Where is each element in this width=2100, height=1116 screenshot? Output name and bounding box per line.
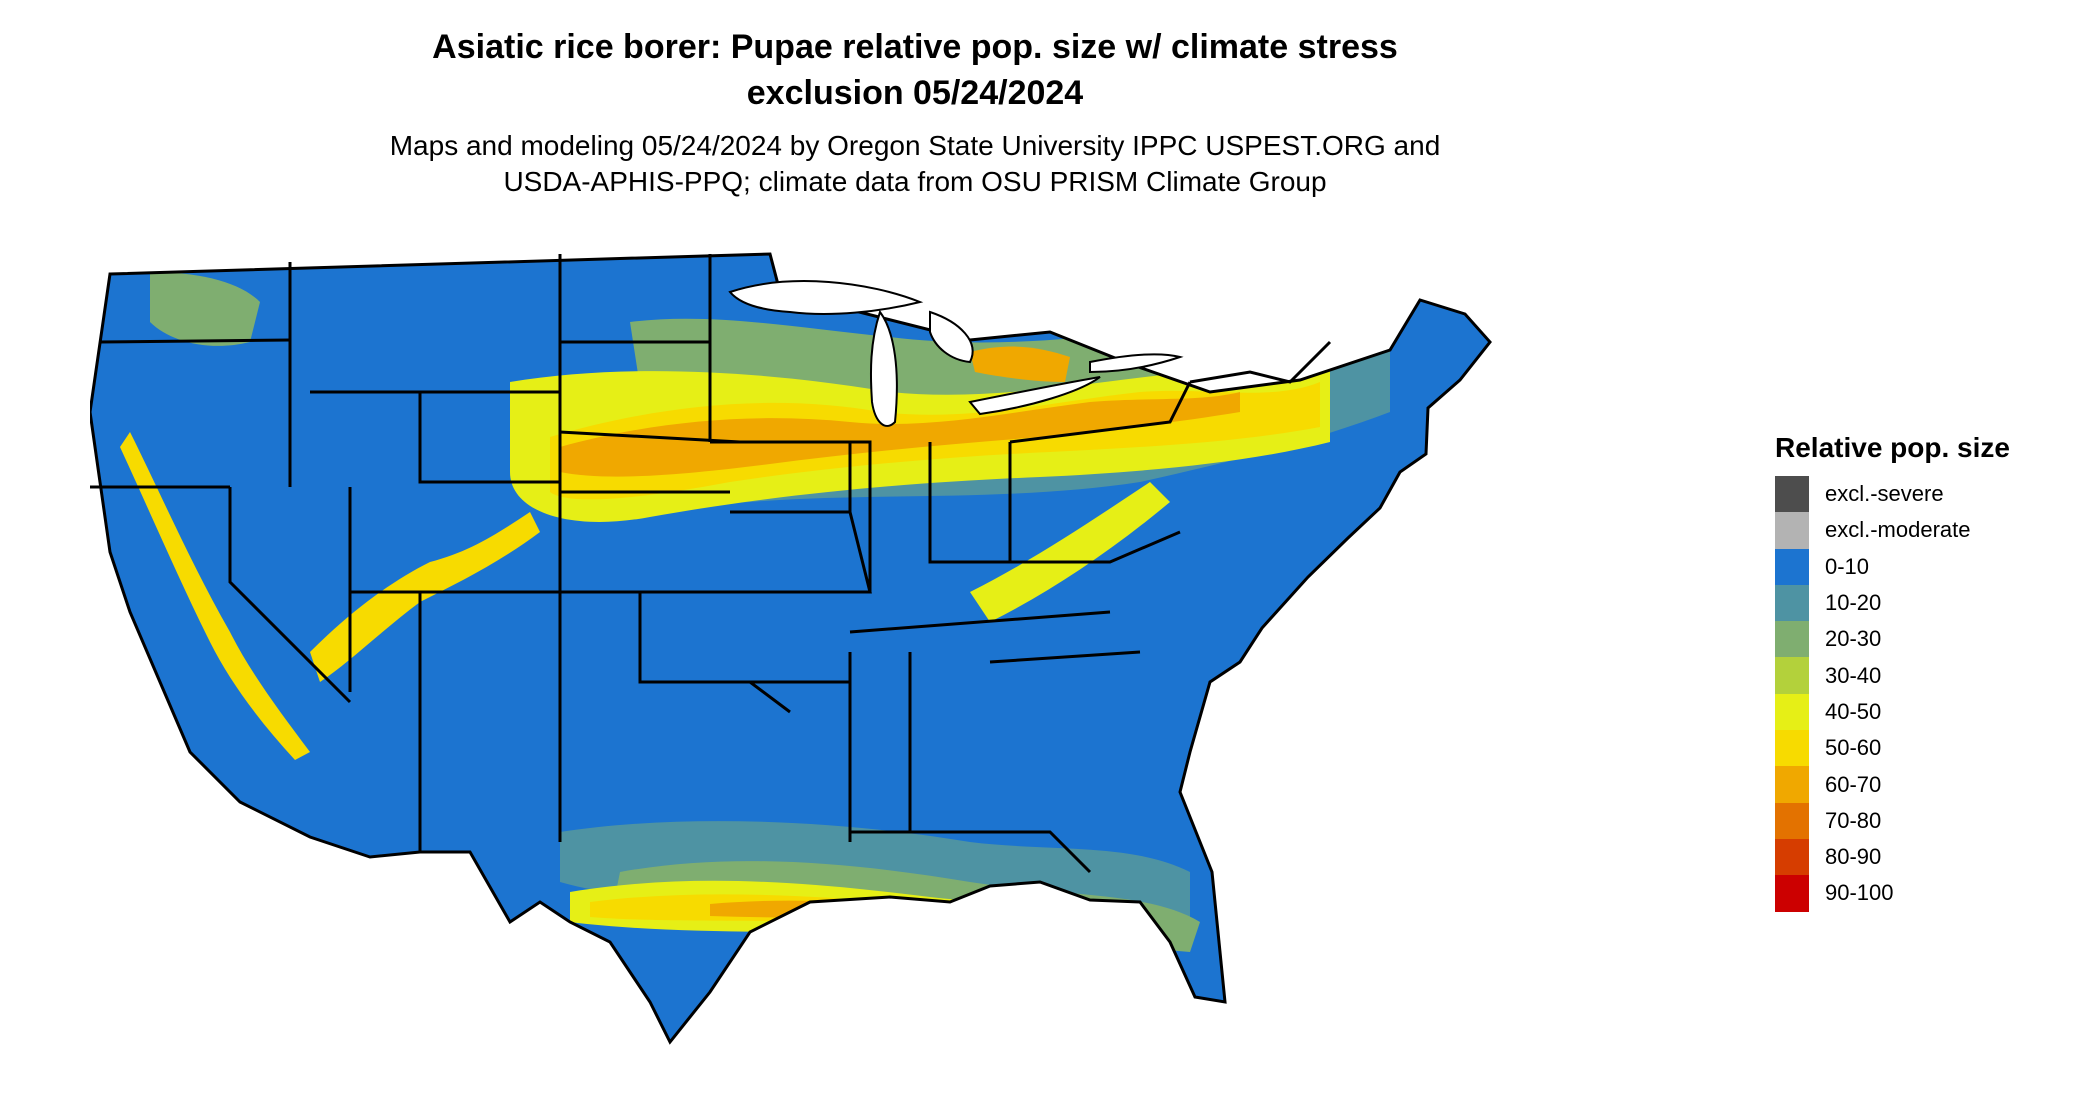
legend-item-60-70: 60-70 <box>1775 766 2095 803</box>
legend-item-40-50: 40-50 <box>1775 693 2095 731</box>
legend-item-50-60: 50-60 <box>1775 730 2095 767</box>
legend-item-10-20: 10-20 <box>1775 584 2095 622</box>
legend-swatch <box>1775 657 1809 694</box>
title-line-1: Asiatic rice borer: Pupae relative pop. … <box>432 28 1398 66</box>
us-outline <box>90 252 1492 1045</box>
map-subtitle: Maps and modeling 05/24/2024 by Oregon S… <box>0 128 1830 200</box>
state-line-nc-sc <box>989 650 1141 664</box>
state-line-in-oh <box>928 442 1012 564</box>
legend-item-0-10: 0-10 <box>1775 548 2095 585</box>
legend-swatch <box>1775 730 1809 767</box>
legend-label: 90-100 <box>1825 880 1894 906</box>
state-boundaries <box>90 252 1492 1045</box>
legend-swatch <box>1775 693 1809 731</box>
state-line-ms-al <box>848 652 912 834</box>
us-population-map <box>90 252 1492 1045</box>
legend-swatch <box>1775 512 1809 549</box>
zone-60-70-michigan <box>970 346 1070 382</box>
zone-60-70-kansas-ohio <box>560 392 1240 477</box>
state-line-wa-or <box>99 338 291 344</box>
legend-label: 20-30 <box>1825 626 1882 652</box>
state-line-new-england <box>1189 340 1332 384</box>
lake-michigan <box>869 309 898 427</box>
legend-swatch <box>1775 476 1809 513</box>
legend-label: 40-50 <box>1825 698 1882 724</box>
legend-swatch <box>1775 548 1809 585</box>
legend-label: 60-70 <box>1825 771 1882 797</box>
legend-label: excl.-severe <box>1825 481 1944 507</box>
state-line-ok-tx <box>638 592 791 714</box>
zone-50-60-southwest <box>310 512 540 682</box>
legend-swatch <box>1775 875 1809 912</box>
state-line-ca-nv <box>228 487 352 704</box>
lake-ontario <box>1089 353 1184 374</box>
zone-20-30-pacific-nw <box>150 272 260 346</box>
legend-item-30-40: 30-40 <box>1775 657 2095 694</box>
legend-label: 30-40 <box>1825 662 1882 688</box>
state-line-pa-ny <box>1009 381 1192 444</box>
legend-swatch <box>1775 766 1809 803</box>
lake-superior <box>728 280 924 315</box>
legend-label: 50-60 <box>1825 735 1882 761</box>
legend-item-excl-moderate: excl.-moderate <box>1775 512 2095 549</box>
state-line-tn-ky <box>849 610 1111 634</box>
state-line-wi-il <box>790 440 872 592</box>
great-lakes <box>728 280 1184 427</box>
state-line-wy-co <box>418 392 560 484</box>
state-line-ga-fl <box>910 830 1092 874</box>
legend: Relative pop. size excl.-severe excl.-mo… <box>1775 430 2095 912</box>
legend-swatch <box>1775 838 1809 876</box>
state-line-va-nc <box>1010 530 1181 564</box>
map-title: Asiatic rice borer: Pupae relative pop. … <box>0 24 1830 116</box>
legend-item-excl-severe: excl.-severe <box>1775 476 2095 513</box>
lake-erie <box>968 376 1101 416</box>
zone-40-50-appalachia <box>970 482 1170 622</box>
legend-label: 80-90 <box>1825 844 1882 870</box>
state-line-mo <box>730 510 872 594</box>
subtitle-line-2: USDA-APHIS-PPQ; climate data from OSU PR… <box>503 166 1327 197</box>
zone-50-60-california <box>120 432 310 760</box>
title-line-2: exclusion 05/24/2024 <box>746 74 1084 112</box>
subtitle-line-1: Maps and modeling 05/24/2024 by Oregon S… <box>389 130 1441 161</box>
legend-label: 10-20 <box>1825 590 1882 616</box>
legend-swatch <box>1775 621 1809 658</box>
legend-item-90-100: 90-100 <box>1775 875 2095 912</box>
legend-title: Relative pop. size <box>1775 432 2010 463</box>
legend-label: excl.-moderate <box>1825 517 1971 543</box>
legend-item-20-30: 20-30 <box>1775 621 2095 658</box>
legend-swatch <box>1775 802 1809 839</box>
legend-label: 70-80 <box>1825 807 1882 833</box>
legend-item-70-80: 70-80 <box>1775 802 2095 839</box>
legend-swatch <box>1775 584 1809 622</box>
map-fill-layer <box>90 254 1490 1042</box>
legend-item-80-90: 80-90 <box>1775 838 2095 876</box>
lake-huron <box>929 310 974 364</box>
state-line-ut-az <box>350 590 422 852</box>
legend-label: 0-10 <box>1825 553 1870 579</box>
